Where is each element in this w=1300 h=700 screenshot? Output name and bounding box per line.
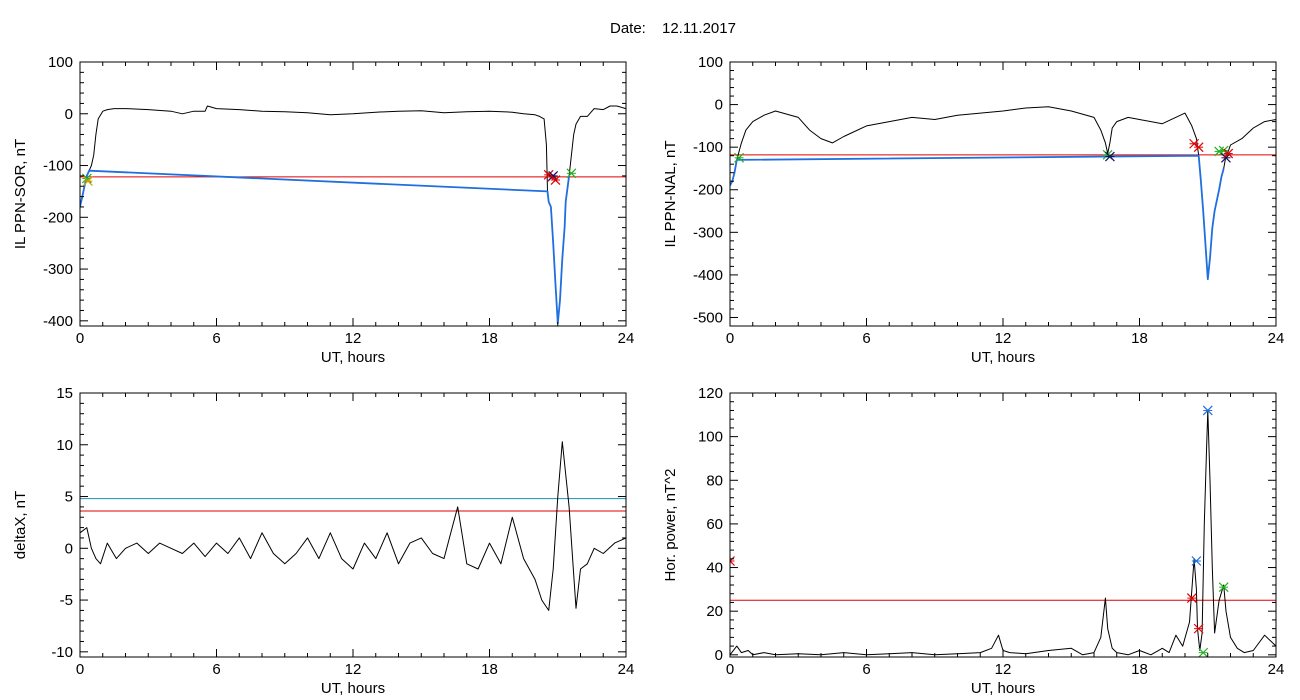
y-tick-label: -200 (43, 209, 73, 226)
y-tick-label: 0 (715, 647, 723, 664)
chart-panel-4: 0 6 12 18 24 120 100 80 60 40 20 0 UT, hours Hor. pow… (662, 385, 1284, 697)
y-tick-label: 0 (65, 540, 73, 557)
data-marker-1 (734, 152, 745, 163)
x-tick-label: 24 (1268, 330, 1285, 347)
y-axis-title: IL PPN-SOR, nT (12, 139, 29, 249)
marker-stroke (730, 556, 735, 562)
data-marker-1 (730, 556, 735, 566)
x-tick-label: 0 (76, 330, 84, 347)
series-group (80, 441, 626, 611)
y-axis-title: Hor. power, nT^2 (662, 469, 679, 582)
y-tick-label: -10 (51, 644, 73, 661)
plot-frame (79, 61, 627, 327)
y-tick-label: 100 (698, 54, 723, 71)
data-marker-7 (566, 168, 577, 179)
y-tick-label: 100 (698, 429, 723, 446)
y-axis-title: IL PPN-NAL, nT (662, 141, 679, 248)
series-line-2 (730, 154, 1225, 281)
y-tick-label: -400 (693, 267, 723, 284)
data-marker-9 (1223, 148, 1234, 159)
date-label: Date: (610, 20, 646, 37)
x-tick-label: 6 (862, 330, 870, 347)
series-line-1 (730, 106, 1276, 280)
y-tick-label: -300 (693, 224, 723, 241)
plot-frame (79, 392, 627, 658)
y-tick-label: 60 (706, 516, 723, 533)
x-tick-label: 0 (726, 661, 734, 678)
series-line-1 (80, 105, 626, 324)
y-tick-label: -5 (60, 592, 73, 609)
x-tick-label: 12 (995, 661, 1012, 678)
x-tick-label: 0 (76, 661, 84, 678)
x-tick-label: 24 (618, 661, 635, 678)
y-axis-title: deltaX, nT (12, 491, 29, 559)
series-line-2 (80, 169, 570, 325)
data-marker-7 (1218, 582, 1229, 593)
x-tick-label: 18 (1131, 661, 1148, 678)
y-tick-label: -500 (693, 309, 723, 326)
date-value: 12.11.2017 (662, 20, 736, 37)
x-tick-label: 6 (212, 330, 220, 347)
series-group (80, 105, 626, 325)
data-marker-2 (1186, 593, 1197, 604)
y-tick-label: 0 (65, 106, 73, 123)
y-tick-label: 0 (715, 97, 723, 114)
plot-frame (729, 392, 1277, 658)
chart-panel-3: 0 6 12 18 24 15 10 5 0 -5 -10 UT, hours deltaX, nT (12, 385, 634, 697)
data-marker-5 (1198, 647, 1209, 657)
x-axis-title: UT, hours (971, 680, 1035, 697)
data-marker-4 (1193, 623, 1204, 634)
x-tick-label: 18 (481, 330, 498, 347)
series-group (730, 106, 1276, 281)
x-axis-title: UT, hours (321, 680, 385, 697)
x-tick-label: 12 (995, 330, 1012, 347)
y-tick-label: 20 (706, 603, 723, 620)
x-tick-label: 6 (212, 661, 220, 678)
data-marker-6 (1202, 405, 1213, 416)
series-line-1 (730, 410, 1276, 656)
x-axis-title: UT, hours (321, 349, 385, 366)
x-tick-label: 0 (726, 330, 734, 347)
y-tick-label: -300 (43, 261, 73, 278)
y-tick-label: -100 (43, 158, 73, 175)
x-tick-label: 18 (1131, 330, 1148, 347)
chart-panel-2: 0 6 12 18 24 100 0 -100 -200 -300 -400 -500 UT, hour… (662, 54, 1284, 366)
y-tick-label: 15 (56, 385, 73, 402)
chart-panel-1: 0 6 12 18 24 100 0 -100 -200 -300 -400 UT, hours IL … (12, 54, 634, 366)
x-tick-label: 12 (345, 330, 362, 347)
data-marker-2 (83, 176, 93, 186)
data-marker-3 (1105, 151, 1115, 162)
data-marker-5 (1193, 142, 1204, 153)
y-tick-label: 120 (698, 385, 723, 402)
y-tick-label: -200 (693, 182, 723, 199)
x-tick-label: 6 (862, 661, 870, 678)
data-marker-6 (550, 175, 561, 185)
x-axis-title: UT, hours (971, 349, 1035, 366)
y-tick-label: 40 (706, 560, 723, 577)
y-tick-label: -400 (43, 313, 73, 330)
y-tick-label: -100 (693, 139, 723, 156)
marker-stroke (730, 560, 735, 566)
x-tick-label: 24 (1268, 661, 1285, 678)
y-tick-label: 5 (65, 489, 73, 506)
series-group (730, 405, 1276, 657)
x-tick-label: 24 (618, 330, 635, 347)
x-tick-label: 12 (345, 661, 362, 678)
plot-frame (729, 61, 1277, 327)
series-line-1 (80, 441, 626, 611)
x-tick-label: 18 (481, 661, 498, 678)
data-marker-3 (1191, 556, 1202, 566)
y-tick-label: 80 (706, 472, 723, 489)
y-tick-label: 10 (56, 437, 73, 454)
y-tick-label: 100 (48, 54, 73, 71)
